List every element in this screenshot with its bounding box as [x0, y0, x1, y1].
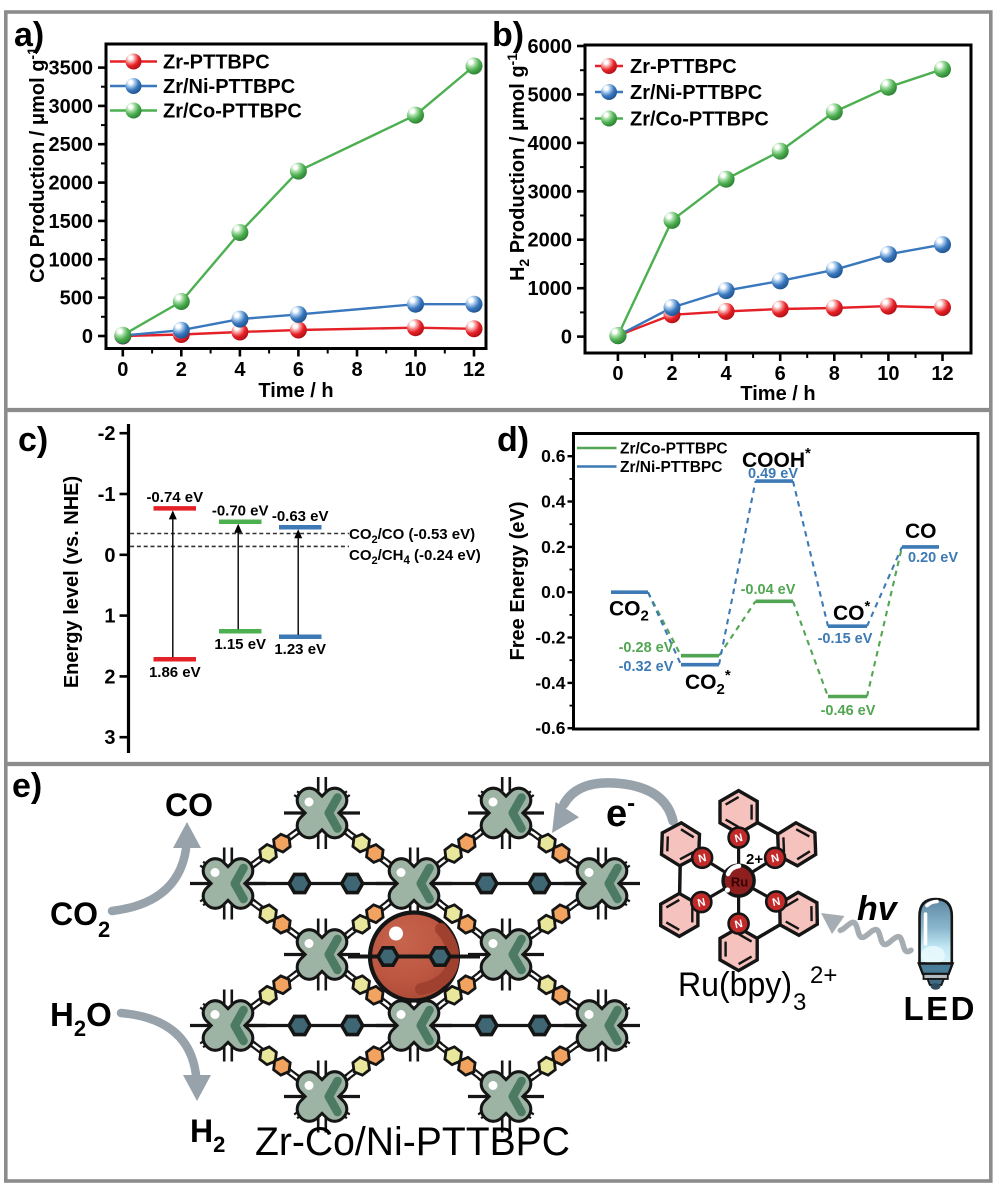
- svg-text:-0.4: -0.4: [535, 673, 565, 693]
- svg-text:Time / h: Time / h: [258, 380, 333, 402]
- svg-text:10: 10: [404, 359, 426, 381]
- svg-text:2+: 2+: [810, 962, 837, 989]
- svg-text:Free Energy (eV): Free Energy (eV): [507, 502, 529, 661]
- svg-text:-0.70 eV: -0.70 eV: [212, 502, 269, 519]
- svg-text:0: 0: [612, 363, 623, 385]
- svg-text:2: 2: [176, 359, 187, 381]
- svg-text:0.2: 0.2: [541, 537, 566, 557]
- svg-text:2000: 2000: [49, 173, 94, 195]
- svg-text:Zr/Co-PTTBPC: Zr/Co-PTTBPC: [163, 101, 302, 123]
- svg-text:-0.46 eV: -0.46 eV: [821, 703, 876, 719]
- svg-text:4000: 4000: [528, 133, 573, 155]
- svg-text:Zr-PTTBPC: Zr-PTTBPC: [163, 52, 270, 74]
- svg-text:Ru: Ru: [731, 875, 748, 890]
- svg-text:1500: 1500: [49, 211, 94, 233]
- svg-text:N: N: [697, 852, 707, 865]
- svg-text:1000: 1000: [528, 278, 573, 300]
- svg-text:1000: 1000: [49, 249, 94, 271]
- svg-text:N: N: [696, 896, 706, 909]
- svg-text:b): b): [492, 16, 524, 54]
- svg-text:-0.15 eV: -0.15 eV: [818, 631, 873, 647]
- svg-text:-0.74 eV: -0.74 eV: [146, 489, 203, 506]
- svg-text:0: 0: [82, 326, 93, 348]
- svg-text:500: 500: [60, 288, 93, 310]
- svg-text:CO2*: CO2*: [685, 667, 731, 698]
- svg-text:CO: CO: [50, 896, 98, 932]
- svg-text:d): d): [497, 421, 529, 459]
- svg-text:6000: 6000: [528, 36, 573, 58]
- svg-text:2: 2: [666, 363, 677, 385]
- svg-text:2+: 2+: [746, 851, 763, 868]
- svg-text:3: 3: [104, 727, 115, 749]
- svg-text:-0.28 eV: -0.28 eV: [619, 640, 674, 656]
- svg-text:CO2/CH4 (-0.24 eV): CO2/CH4 (-0.24 eV): [349, 547, 481, 567]
- svg-text:6: 6: [775, 363, 786, 385]
- svg-text:CO2/CO (-0.53 eV): CO2/CO (-0.53 eV): [349, 526, 475, 546]
- svg-text:COOH*: COOH*: [742, 445, 811, 472]
- svg-text:Zr/Co-PTTBPC: Zr/Co-PTTBPC: [630, 109, 769, 131]
- svg-text:N: N: [771, 896, 781, 909]
- svg-text:4: 4: [234, 359, 246, 381]
- svg-text:0.6: 0.6: [541, 446, 566, 466]
- svg-text:3000: 3000: [49, 96, 94, 118]
- svg-text:CO Production / μmol g-1: CO Production / μmol g-1: [24, 47, 49, 283]
- svg-text:1.86 eV: 1.86 eV: [149, 664, 201, 681]
- svg-text:0: 0: [117, 359, 128, 381]
- svg-text:1.15 eV: 1.15 eV: [214, 636, 266, 653]
- svg-text:2000: 2000: [528, 230, 573, 252]
- svg-text:c): c): [18, 421, 48, 459]
- svg-text:LED: LED: [904, 990, 975, 1027]
- svg-text:Time / h: Time / h: [740, 383, 815, 405]
- svg-text:0.49 eV: 0.49 eV: [748, 466, 798, 482]
- svg-text:0.0: 0.0: [541, 582, 566, 602]
- svg-text:N: N: [770, 852, 780, 865]
- svg-text:Zr/Ni-PTTBPC: Zr/Ni-PTTBPC: [620, 459, 722, 476]
- svg-text:0: 0: [561, 327, 572, 349]
- svg-text:8: 8: [829, 363, 840, 385]
- svg-text:-0.6: -0.6: [535, 718, 565, 738]
- svg-text:0.20 eV: 0.20 eV: [908, 550, 958, 566]
- svg-text:2500: 2500: [49, 134, 94, 156]
- svg-text:1.23 eV: 1.23 eV: [274, 641, 326, 658]
- svg-text:-1: -1: [98, 484, 116, 506]
- svg-text:Zr/Co-PTTBPC: Zr/Co-PTTBPC: [620, 441, 728, 458]
- svg-text:5000: 5000: [528, 84, 573, 106]
- svg-text:3000: 3000: [528, 181, 573, 203]
- svg-text:-0.04 eV: -0.04 eV: [741, 582, 796, 598]
- svg-text:N: N: [734, 832, 744, 845]
- svg-text:2: 2: [104, 666, 115, 688]
- svg-text:CO: CO: [905, 520, 937, 543]
- svg-text:4: 4: [721, 363, 733, 385]
- svg-text:10: 10: [877, 363, 899, 385]
- svg-text:Zr-Co/Ni-PTTBPC: Zr-Co/Ni-PTTBPC: [255, 1120, 570, 1164]
- svg-text:N: N: [734, 918, 744, 931]
- svg-text:8: 8: [351, 359, 362, 381]
- svg-text:3500: 3500: [49, 58, 94, 80]
- svg-text:hv: hv: [857, 890, 899, 928]
- svg-text:Zr/Ni-PTTBPC: Zr/Ni-PTTBPC: [163, 76, 295, 98]
- svg-text:H2 Production / μmol g-1: H2 Production / μmol g-1: [504, 53, 532, 281]
- svg-text:-0.32 eV: -0.32 eV: [619, 659, 674, 675]
- svg-text:Energy level (vs. NHE): Energy level (vs. NHE): [61, 476, 83, 688]
- svg-text:Zr-PTTBPC: Zr-PTTBPC: [630, 56, 737, 78]
- svg-text:12: 12: [463, 359, 485, 381]
- svg-text:a): a): [14, 16, 44, 54]
- svg-text:0.4: 0.4: [541, 492, 566, 512]
- svg-text:2: 2: [98, 917, 110, 942]
- svg-text:-2: -2: [98, 423, 116, 445]
- svg-text:0: 0: [104, 545, 115, 567]
- svg-text:12: 12: [931, 363, 953, 385]
- svg-text:1: 1: [104, 606, 115, 628]
- svg-text:CO*: CO*: [833, 598, 871, 625]
- svg-text:-0.63 eV: -0.63 eV: [272, 508, 329, 525]
- svg-text:e): e): [12, 767, 42, 805]
- svg-text:6: 6: [293, 359, 304, 381]
- svg-text:Ru(bpy): Ru(bpy): [678, 966, 792, 1004]
- svg-text:3: 3: [793, 989, 806, 1016]
- svg-text:-0.2: -0.2: [535, 628, 565, 648]
- svg-text:Zr/Ni-PTTBPC: Zr/Ni-PTTBPC: [630, 82, 762, 104]
- svg-text:CO: CO: [165, 787, 213, 823]
